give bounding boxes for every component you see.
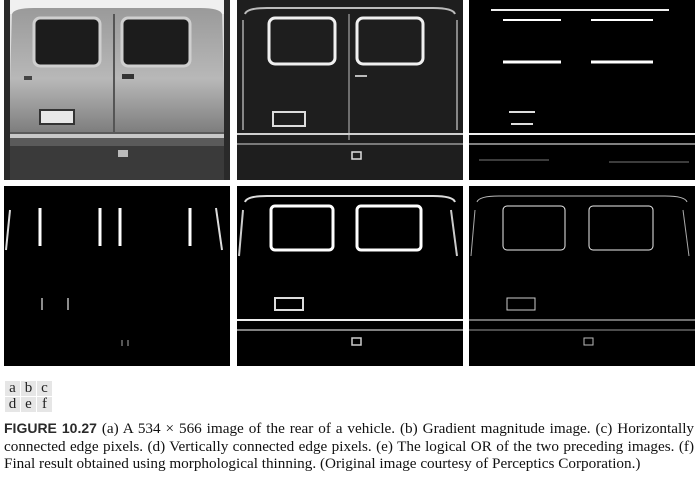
vertical-edges-icon xyxy=(4,186,230,366)
legend-letter: a xyxy=(5,381,20,396)
horizontal-edges-icon xyxy=(469,0,695,180)
legend-letter: f xyxy=(37,397,52,412)
panel-f-thinned xyxy=(469,186,695,366)
panel-c-horizontal-edges xyxy=(469,0,695,180)
van-rear-photo-icon xyxy=(4,0,230,180)
combined-edges-icon xyxy=(237,186,463,366)
legend-letter: b xyxy=(21,381,36,396)
legend-letter: c xyxy=(37,381,52,396)
figure-label: FIGURE 10.27 xyxy=(4,420,97,436)
panel-e-logical-or xyxy=(237,186,463,366)
gradient-edge-icon xyxy=(237,0,463,180)
thinned-edges-icon xyxy=(469,186,695,366)
panel-b-gradient-image xyxy=(237,0,463,180)
legend-letter: e xyxy=(21,397,36,412)
panel-d-vertical-edges xyxy=(4,186,230,366)
panel-legend: a b c d e f xyxy=(5,381,53,413)
panel-a-original-image xyxy=(4,0,230,180)
caption-text: (a) A 534 × 566 image of the rear of a v… xyxy=(4,420,695,472)
figure-caption: FIGURE 10.27 (a) A 534 × 566 image of th… xyxy=(4,420,694,473)
legend-letter: d xyxy=(5,397,20,412)
